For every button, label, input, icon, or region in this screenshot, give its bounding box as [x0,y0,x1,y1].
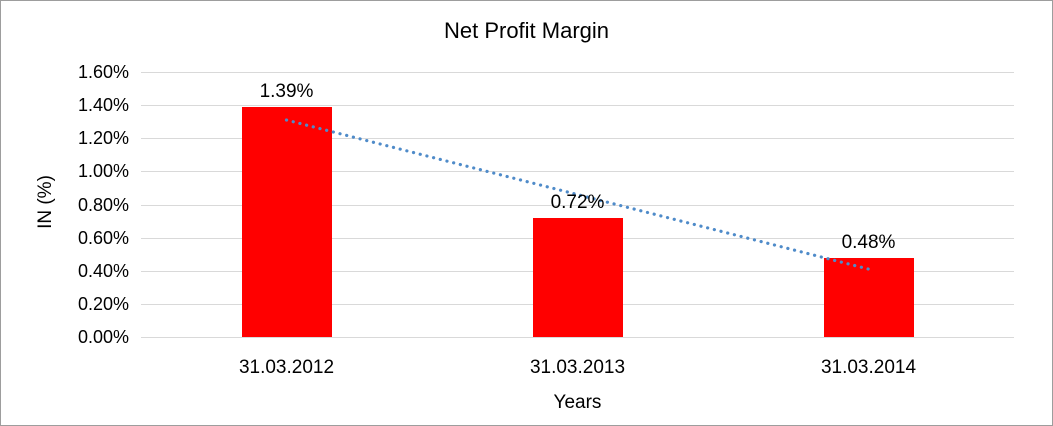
y-axis-tick-label: 0.40% [77,260,129,281]
y-axis-tick-label: 0.60% [77,227,129,248]
y-axis-tick-label: 0.00% [77,327,129,347]
y-axis-tick-label: 0.20% [77,293,129,314]
bar-31.03.2012 [241,106,332,337]
x-axis-category-label: 31.03.2014 [820,357,917,378]
x-axis-title: Years [553,392,602,413]
bar-31.03.2013 [532,217,623,337]
y-axis-tick-label: 1.60% [77,62,129,82]
gridline [141,72,1014,73]
y-axis-tick-label: 1.20% [77,128,129,149]
gridline [141,105,1014,107]
data-label: 1.39% [259,80,314,102]
data-label: 0.48% [841,231,896,253]
y-axis-tick-label: 1.40% [77,95,129,116]
gridline [141,337,1014,338]
bar-31.03.2014 [823,257,914,337]
x-axis-category-label: 31.03.2012 [238,357,335,378]
chart-title: Net Profit Margin [443,18,610,43]
y-axis-tick-label: 0.80% [77,194,129,215]
x-axis-category-label: 31.03.2013 [529,357,626,378]
data-label: 0.72% [550,191,605,213]
y-axis-tick-label: 1.00% [77,161,129,182]
